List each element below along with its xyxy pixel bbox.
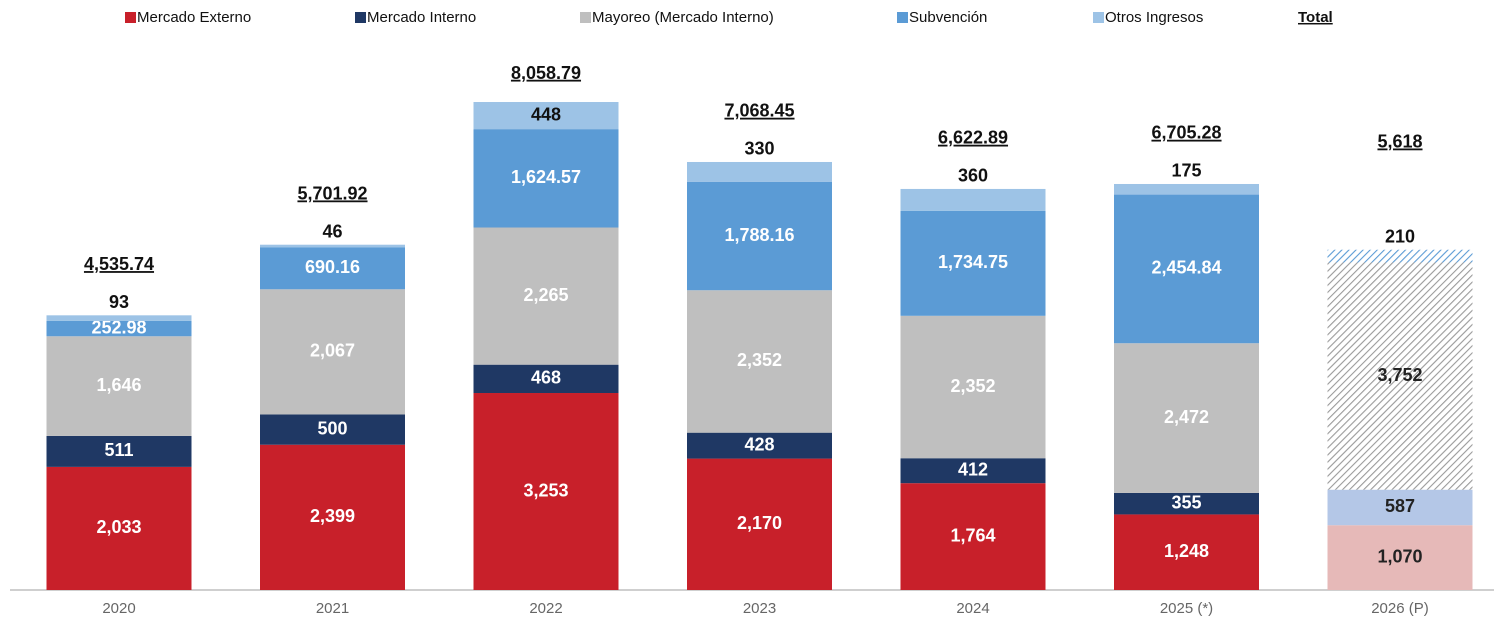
bar-segment [687, 162, 832, 182]
legend-swatch [897, 12, 908, 23]
bar-segment [901, 189, 1046, 211]
data-label: 2,472 [1164, 407, 1209, 427]
x-tick-label: 2024 [956, 600, 989, 617]
x-tick-label: 2025 (*) [1160, 600, 1213, 617]
data-label: 2,352 [737, 350, 782, 370]
data-label: 2,399 [310, 506, 355, 526]
data-label: 355 [1171, 492, 1201, 512]
data-label: 93 [109, 292, 129, 312]
total-label: 5,701.92 [297, 183, 367, 203]
data-label: 330 [744, 139, 774, 159]
x-tick-label: 2020 [102, 600, 135, 617]
plot-area: 20202,0335111,646252.98934,535.7420212,3… [47, 63, 1473, 617]
legend-swatch [1093, 12, 1104, 23]
total-label: 6,622.89 [938, 128, 1008, 148]
total-label: 4,535.74 [84, 254, 154, 274]
data-label: 2,170 [737, 513, 782, 533]
legend-total: Total [1298, 9, 1333, 26]
data-label: 1,764 [950, 525, 995, 545]
chart: Mercado Externo Mercado Interno Mayoreo (M… [0, 0, 1494, 621]
bar-segment [1328, 250, 1473, 263]
data-label: 1,070 [1377, 546, 1422, 566]
data-label: 2,067 [310, 341, 355, 361]
data-label: 511 [104, 440, 133, 460]
data-label: 587 [1385, 496, 1415, 516]
data-label: 1,734.75 [938, 252, 1008, 272]
legend-swatch [355, 12, 366, 23]
data-label: 468 [531, 368, 561, 388]
data-label: 3,253 [523, 480, 568, 500]
data-label: 2,265 [523, 285, 568, 305]
bar-segment [1114, 184, 1259, 195]
data-label: 46 [322, 221, 342, 241]
data-label: 1,788.16 [724, 225, 794, 245]
legend-swatch [580, 12, 591, 23]
data-label: 210 [1385, 226, 1415, 246]
data-label: 175 [1171, 161, 1201, 181]
legend-label: Subvención [909, 9, 987, 26]
x-tick-label: 2022 [529, 600, 562, 617]
data-label: 428 [744, 434, 774, 454]
data-label: 448 [531, 104, 561, 124]
data-label: 2,352 [950, 376, 995, 396]
data-label: 2,454.84 [1151, 258, 1221, 278]
x-tick-label: 2026 (P) [1371, 600, 1429, 617]
data-label: 500 [317, 418, 347, 438]
legend-label: Mercado Externo [137, 9, 251, 26]
data-label: 690.16 [305, 257, 360, 277]
data-label: 1,248 [1164, 541, 1209, 561]
data-label: 360 [958, 166, 988, 186]
total-label: 7,068.45 [724, 101, 794, 121]
bar-segment [47, 315, 192, 321]
legend-label: Mercado Interno [367, 9, 476, 26]
data-label: 1,624.57 [511, 167, 581, 187]
legend-label: Otros Ingresos [1105, 9, 1203, 26]
total-label: 8,058.79 [511, 63, 581, 83]
legend: Mercado Externo Mercado Interno Mayoreo (M… [125, 9, 1333, 26]
x-tick-label: 2021 [316, 600, 349, 617]
legend-label: Mayoreo (Mercado Interno) [592, 9, 774, 26]
legend-swatch [125, 12, 136, 23]
bar-segment [260, 245, 405, 248]
data-label: 3,752 [1377, 365, 1422, 385]
data-label: 2,033 [96, 517, 141, 537]
x-tick-label: 2023 [743, 600, 776, 617]
data-label: 1,646 [96, 375, 141, 395]
total-label: 6,705.28 [1151, 123, 1221, 143]
data-label: 412 [958, 459, 988, 479]
total-label: 5,618 [1377, 131, 1422, 151]
